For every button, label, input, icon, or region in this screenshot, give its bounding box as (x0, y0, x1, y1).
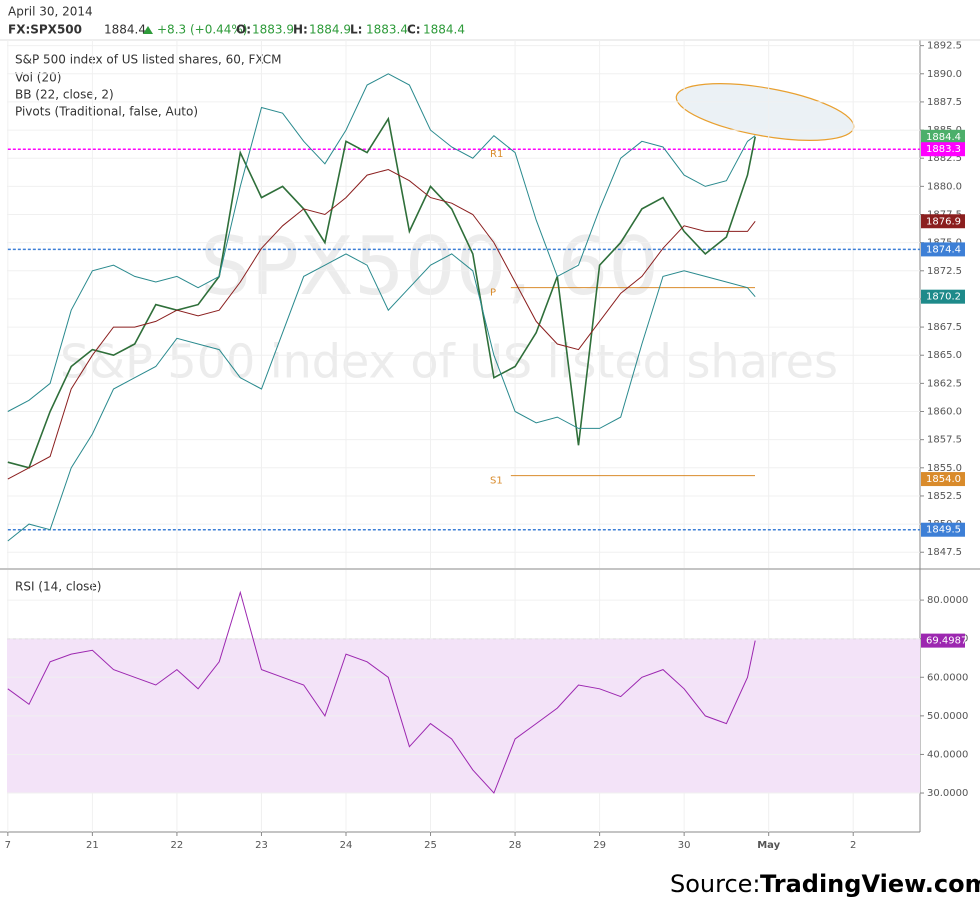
price-tag (921, 214, 965, 229)
ohlc-value: 1883.9 (252, 23, 294, 37)
price-tag-label: 1876.9 (926, 216, 961, 227)
y-tick-label: 1882.5 (927, 153, 962, 164)
x-tick-label: 30 (678, 840, 691, 851)
price-tag (921, 129, 965, 144)
y-tick-label: 1880.0 (927, 181, 962, 192)
y-tick-label: 1887.5 (927, 97, 962, 108)
symbol: FX:SPX500 (8, 23, 82, 37)
level-name: R1 (490, 149, 503, 160)
price-tag (921, 522, 965, 537)
x-tick-label: 22 (171, 840, 184, 851)
price-tag-label: 69.4987 (926, 636, 967, 647)
level-name: P (490, 288, 496, 299)
x-tick-label: 28 (509, 840, 522, 851)
x-tick-label: 21 (86, 840, 99, 851)
y-tick-label: 1865.0 (927, 350, 962, 361)
price-tag-label: 1884.4 (926, 132, 961, 143)
x-tick-label: 7 (5, 840, 11, 851)
price-tag-label: 1874.4 (926, 244, 961, 255)
rsi-title: RSI (14, close) (15, 580, 101, 594)
x-tick-label: 24 (340, 840, 353, 851)
y-tick-label: 1867.5 (927, 322, 962, 333)
x-tick-label: 2 (850, 840, 856, 851)
x-tick-label: 25 (424, 840, 437, 851)
y-tick-label: 1860.0 (927, 407, 962, 418)
quote-line: FX:SPX500 1884.4 +8.3 (+0.44%)O: 1883.9 H: 18… (8, 23, 465, 37)
y-tick-label: 1852.5 (927, 491, 962, 502)
y-tick-label: 1862.5 (927, 378, 962, 389)
ohlc-label: H: (293, 23, 308, 37)
y-tick-label: 1857.5 (927, 435, 962, 446)
indicator: Vol (20) (15, 71, 61, 85)
ohlc-value: 1884.9 (309, 23, 351, 37)
x-tick-label: May (757, 840, 780, 851)
series-line (7, 168, 756, 480)
watermark: S&P 500 index of US listed shares (60, 335, 838, 389)
y-tick-label: 30.0000 (927, 788, 968, 799)
series-line (7, 253, 756, 542)
x-tick-label: 23 (255, 840, 268, 851)
price-tag-label: 1883.3 (926, 144, 961, 155)
ohlc-value: 1883.4 (366, 23, 408, 37)
ohlc-label: O: (236, 23, 251, 37)
indicator: BB (22, close, 2) (15, 88, 114, 102)
y-tick-label: 1892.5 (927, 41, 962, 52)
y-tick-label: 80.0000 (927, 595, 968, 606)
y-tick-label: 50.0000 (927, 711, 968, 722)
y-tick-label: 1855.0 (927, 463, 962, 474)
y-tick-label: 60.0000 (927, 672, 968, 683)
change: +8.3 (+0.44%) (157, 23, 248, 37)
level-name: S1 (490, 476, 503, 487)
source-site: TradingView.com (760, 870, 980, 898)
source-prefix: Source: (670, 870, 761, 898)
series-line (7, 116, 756, 469)
price-tag (921, 242, 965, 257)
indicator: Pivots (Traditional, false, Auto) (15, 105, 198, 119)
y-tick-label: 1847.5 (927, 547, 962, 558)
last-price: 1884.4 (104, 23, 146, 37)
price-tag-label: 1870.2 (926, 292, 961, 303)
price-tag-label: 1849.5 (926, 525, 961, 536)
price-tag (921, 289, 965, 304)
series-line (7, 590, 756, 794)
y-tick-label: 40.0000 (927, 749, 968, 760)
ohlc-label: L: (350, 23, 362, 37)
y-tick-label: 1890.0 (927, 69, 962, 80)
series-line (7, 73, 756, 412)
y-tick-label: 1872.5 (927, 266, 962, 277)
chart-title: S&P 500 index of US listed shares, 60, F… (15, 53, 281, 67)
ohlc-value: 1884.4 (423, 23, 465, 37)
price-tag (921, 142, 965, 157)
price-tag (921, 472, 965, 487)
x-tick-label: 29 (593, 840, 606, 851)
date: April 30, 2014 (8, 5, 93, 19)
price-tag-label: 1854.0 (926, 474, 961, 485)
price-tag (921, 633, 965, 648)
ohlc-label: C: (407, 23, 421, 37)
up-arrow (143, 26, 153, 34)
